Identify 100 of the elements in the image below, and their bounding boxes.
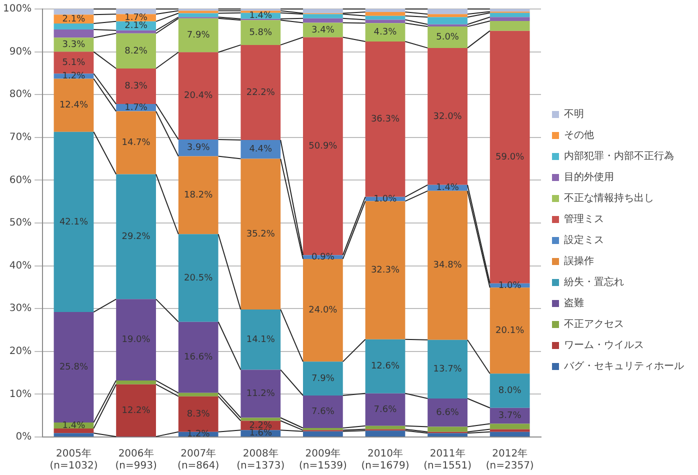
data-label: 5.0%	[436, 32, 460, 43]
data-label: 1.7%	[124, 103, 148, 113]
x-tick-label: 2007年 (n=864)	[178, 448, 220, 472]
bar	[490, 9, 530, 12]
bar	[54, 9, 94, 15]
bar	[54, 433, 94, 436]
y-tick-label: 0%	[16, 432, 32, 443]
data-label: 25.8%	[59, 362, 88, 373]
bar	[54, 312, 94, 422]
x-tick-label: 2005年 (n=1032)	[50, 448, 98, 472]
data-label: 20.1%	[496, 326, 525, 336]
data-label: 19.0%	[122, 335, 151, 346]
data-label: 8.3%	[124, 82, 148, 92]
data-label: 22.2%	[246, 88, 276, 98]
bar	[54, 428, 94, 434]
bar	[240, 418, 281, 421]
bar	[490, 288, 530, 374]
y-tick-label: 80%	[9, 89, 32, 100]
data-label: 59.0%	[496, 152, 525, 162]
bar	[428, 433, 468, 436]
bar	[490, 424, 530, 430]
data-label: 2.1%	[124, 21, 148, 32]
data-label: 16.6%	[184, 352, 214, 363]
x-tick-label: 2011年 (n=1551)	[424, 448, 472, 472]
bar	[428, 24, 468, 27]
y-tick-label: 90%	[9, 46, 32, 58]
data-label: 3.9%	[186, 143, 210, 154]
bar	[303, 9, 343, 14]
legend-label: 目的外使用	[564, 172, 614, 184]
bar	[116, 299, 156, 381]
data-label: 7.6%	[312, 407, 335, 418]
bar	[490, 429, 530, 432]
bar	[116, 384, 156, 437]
bar	[116, 68, 156, 104]
data-label: 7.9%	[312, 374, 335, 384]
bar	[490, 12, 530, 18]
bar	[240, 370, 281, 418]
data-label: 35.2%	[246, 229, 276, 240]
y-tick-label: 50%	[9, 218, 32, 229]
data-label: 34.8%	[433, 260, 462, 271]
bar	[428, 398, 468, 427]
legend-label: 管理ミス	[564, 214, 604, 226]
data-label: 1.6%	[249, 428, 273, 439]
bar	[116, 380, 156, 384]
bar	[365, 23, 406, 42]
data-label: 14.7%	[122, 138, 151, 148]
data-label: 7.9%	[186, 30, 210, 41]
data-label: 50.9%	[308, 142, 338, 152]
y-tick-label: 60%	[9, 174, 32, 186]
legend-label: 設定ミス	[564, 234, 604, 246]
x-tick-label: 2010年 (n=1679)	[361, 448, 410, 472]
bar	[240, 140, 281, 159]
bar	[365, 426, 406, 430]
data-label: 1.4%	[249, 11, 273, 22]
bar	[365, 20, 406, 24]
y-tick-label: 20%	[9, 346, 32, 357]
data-label: 14.1%	[246, 334, 276, 345]
y-tick-label: 10%	[9, 388, 32, 400]
x-tick-label: 2012年 (n=2357)	[486, 448, 534, 472]
bar	[365, 12, 406, 16]
bar	[240, 309, 281, 370]
legend-label: 盗難	[564, 297, 584, 310]
y-tick-label: 30%	[9, 303, 32, 314]
data-label: 3.3%	[62, 40, 86, 50]
data-label: 11.2%	[246, 389, 276, 400]
data-label: 8.3%	[186, 409, 210, 420]
bar	[54, 30, 94, 38]
data-label: 3.7%	[498, 411, 522, 422]
bar	[178, 18, 218, 52]
legend-label: 誤操作	[564, 255, 594, 268]
bar	[428, 340, 468, 398]
data-label: 18.2%	[184, 190, 214, 201]
data-label: 29.2%	[122, 232, 151, 242]
bar	[54, 78, 94, 132]
data-label: 2.1%	[62, 14, 86, 24]
data-label: 1.4%	[436, 183, 460, 194]
bar	[490, 432, 530, 436]
y-tick-label: 100%	[2, 4, 32, 15]
bar	[365, 9, 406, 12]
data-label: 20.5%	[184, 273, 214, 284]
bar	[54, 132, 94, 312]
data-label: 32.3%	[370, 266, 400, 276]
legend-label: 不正な情報持ち出し	[564, 192, 654, 204]
bar	[428, 426, 468, 432]
bar	[178, 322, 218, 393]
y-tick-label: 70%	[9, 132, 32, 143]
data-label: 13.7%	[433, 364, 462, 375]
legend-label: その他	[564, 129, 594, 142]
bar	[365, 16, 406, 20]
bar	[428, 17, 468, 24]
data-label: 4.3%	[374, 28, 398, 38]
bar	[240, 44, 281, 140]
bar	[428, 48, 468, 185]
legend-label: 内部犯罪・内部不正行為	[564, 150, 674, 162]
data-label: 12.4%	[59, 100, 88, 111]
bar	[178, 52, 218, 140]
data-label: 6.6%	[436, 408, 460, 418]
data-label: 12.2%	[122, 406, 151, 416]
bar	[365, 393, 406, 426]
bar	[303, 18, 343, 23]
